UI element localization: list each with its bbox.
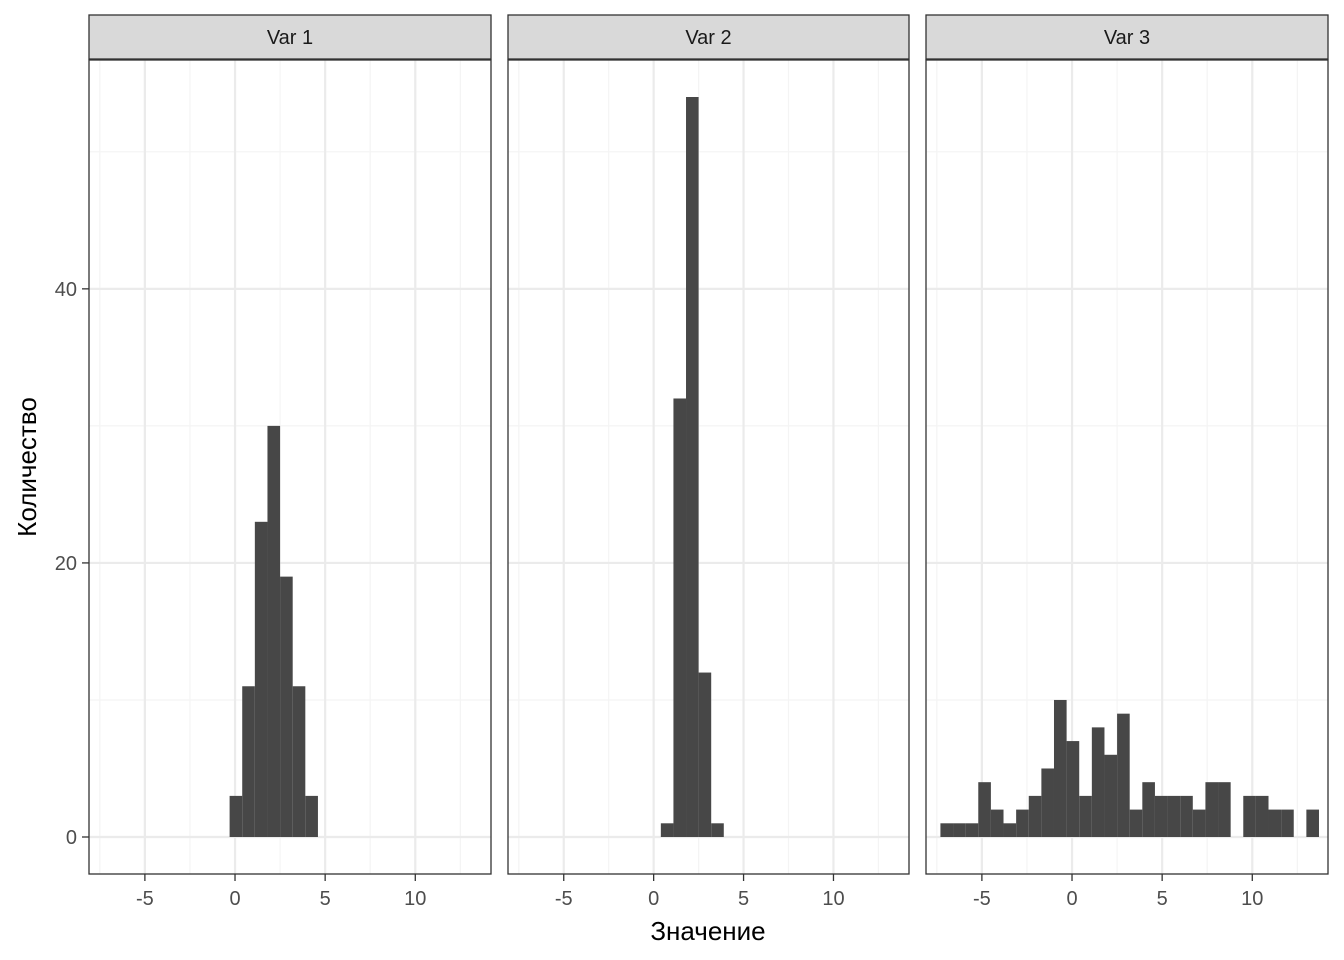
panel-border xyxy=(925,59,1329,875)
x-tick-label: 0 xyxy=(648,888,659,910)
histogram-bar xyxy=(292,686,306,837)
histogram-bar xyxy=(711,823,724,837)
histogram-bar xyxy=(1041,768,1054,837)
histogram-bar xyxy=(1104,754,1118,837)
histogram-bar xyxy=(1255,795,1269,837)
histogram-bar xyxy=(1016,809,1029,837)
facet-strip xyxy=(88,14,492,60)
y-tick-label: 0 xyxy=(66,827,77,849)
histogram-bar xyxy=(698,672,712,837)
histogram-bar xyxy=(267,425,281,837)
histogram-bar xyxy=(305,795,318,837)
y-tick-label: 40 xyxy=(55,279,77,301)
x-tick-label: 5 xyxy=(738,888,749,910)
x-tick-label: 0 xyxy=(229,888,240,910)
histogram-bar xyxy=(1268,809,1282,837)
x-tick-label: -5 xyxy=(973,888,991,910)
facet-strip-label: Var 1 xyxy=(267,27,313,49)
histogram-bar xyxy=(1142,782,1155,837)
histogram-bar xyxy=(1281,809,1294,837)
x-tick-label: -5 xyxy=(136,888,154,910)
facet-panel-3: Var 3 -5 0 5 10 xyxy=(925,14,1329,910)
histogram-bar xyxy=(1129,809,1143,837)
histogram-bar xyxy=(229,795,243,837)
histogram-bar xyxy=(1306,809,1319,837)
x-axis-title: Значение xyxy=(650,916,765,946)
panel-border xyxy=(88,59,492,875)
histogram-bar xyxy=(1066,741,1080,837)
histogram-bar xyxy=(1205,782,1219,837)
histogram-bar xyxy=(1192,809,1206,837)
y-tick-label: 20 xyxy=(55,553,77,575)
histogram-bar xyxy=(254,521,268,837)
histogram-bar xyxy=(990,809,1004,837)
histogram-bar xyxy=(953,823,966,837)
histogram-bar xyxy=(1053,699,1067,837)
histogram-bar xyxy=(1003,823,1017,837)
histogram-bar xyxy=(1167,795,1181,837)
histogram-bar xyxy=(1117,713,1130,837)
histogram-bar xyxy=(242,686,255,837)
x-tick-label: 5 xyxy=(1157,888,1168,910)
histogram-bar xyxy=(673,398,687,837)
histogram-bar xyxy=(1079,795,1092,837)
histogram-bar xyxy=(978,782,991,837)
facet-strip-label: Var 2 xyxy=(685,27,731,49)
histogram-bar xyxy=(1154,795,1168,837)
histogram-bar xyxy=(1180,795,1193,837)
histogram-bar xyxy=(280,576,293,837)
facet-panel-1: Var 1 -5 0 5 10 xyxy=(88,14,492,910)
histogram-bar xyxy=(1091,727,1105,837)
facet-strip xyxy=(507,14,910,60)
y-axis-title: Количество xyxy=(12,397,42,537)
histogram-bar xyxy=(965,823,979,837)
x-tick-label: 10 xyxy=(822,888,844,910)
facet-panel-2: Var 2 -5 0 5 10 xyxy=(507,14,910,910)
histogram-bar xyxy=(686,97,699,837)
histogram-bar xyxy=(940,823,954,837)
facet-strip-label: Var 3 xyxy=(1104,27,1150,49)
x-tick-label: 10 xyxy=(404,888,426,910)
x-tick-label: -5 xyxy=(555,888,573,910)
panel-border xyxy=(507,59,910,875)
histogram-bar xyxy=(660,823,674,837)
histogram-bar xyxy=(1218,782,1231,837)
facet-strip xyxy=(925,14,1329,60)
histogram-bar xyxy=(1028,795,1042,837)
x-tick-label: 0 xyxy=(1066,888,1077,910)
x-tick-label: 10 xyxy=(1241,888,1263,910)
x-tick-label: 5 xyxy=(320,888,331,910)
histogram-bar xyxy=(1243,795,1256,837)
